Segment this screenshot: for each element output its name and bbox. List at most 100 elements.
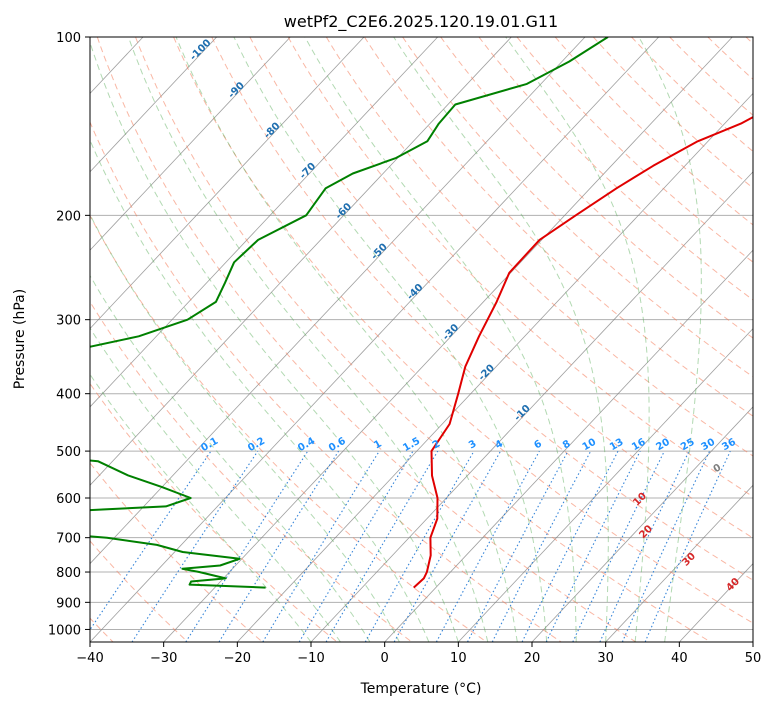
y-tick-label: 900: [56, 596, 81, 611]
dry-adiabat: [745, 37, 753, 45]
isotherm-line: [384, 249, 753, 642]
isotherm-label: -30: [441, 322, 462, 343]
moist-adiabat: [90, 40, 459, 642]
dry-adiabat: [173, 37, 753, 624]
mixing-ratio-line: [325, 450, 439, 642]
y-tick-label: 500: [56, 445, 81, 460]
isotherm-line: [679, 563, 753, 642]
mixing-ratio-line: [262, 450, 380, 642]
moist-adiabat-label: 0: [712, 462, 724, 475]
dry-adiabat: [211, 37, 753, 581]
plot-frame: [89, 36, 754, 643]
isotherm-line: [90, 37, 586, 565]
x-tick-label: −30: [150, 651, 177, 666]
dry-adiabat: [669, 37, 753, 116]
moist-adiabat: [90, 138, 430, 642]
dry-adiabat: [554, 37, 753, 226]
y-tick-label: 800: [56, 566, 81, 581]
dry-adiabat: [90, 382, 338, 642]
background-lines: [0, 37, 753, 642]
isotherm-line: [458, 327, 753, 642]
mixing-ratio-line: [90, 450, 212, 631]
dry-adiabat: [90, 120, 562, 642]
mixing-ratio-line: [467, 450, 569, 642]
mixing-ratio-line: [218, 450, 340, 642]
mixing-ratio-line: [545, 450, 641, 642]
isotherm-line: [90, 37, 291, 251]
y-axis-label: Pressure (hPa): [12, 289, 28, 389]
y-tick-label: 1000: [48, 623, 81, 638]
dewpoint-line: [90, 37, 609, 589]
x-tick-label: 20: [524, 651, 541, 666]
moist-adiabat: [90, 373, 312, 642]
dry-adiabat: [249, 37, 753, 539]
dry-adiabat: [592, 37, 753, 189]
moist-adiabat: [175, 37, 518, 642]
moist-adiabat: [90, 274, 371, 642]
mixing-ratio-line: [185, 450, 309, 642]
mixing-ratio-line: [491, 450, 592, 642]
moist-adiabat: [638, 37, 702, 642]
dry-adiabat: [90, 214, 487, 642]
dry-adiabat-label: 20: [637, 523, 655, 541]
isotherm-label: -80: [262, 121, 283, 142]
mixing-ratio-line: [364, 450, 475, 642]
dry-adiabat: [90, 462, 263, 642]
isotherm-label: -50: [369, 242, 390, 263]
mixing-ratio-line: [435, 450, 540, 642]
dry-adiabat: [90, 300, 413, 642]
x-axis-label: Temperature (°C): [360, 681, 482, 697]
isotherm-line: [310, 171, 753, 642]
dry-adiabat: [135, 37, 711, 642]
isotherm-line: [0, 37, 69, 642]
x-tick-label: 30: [597, 651, 614, 666]
mixing-ratio-label: 6: [532, 438, 544, 451]
moist-adiabat: [233, 37, 548, 642]
isotherm-label: -40: [405, 282, 426, 303]
isotherm-line: [90, 37, 659, 642]
isotherm-line: [90, 37, 217, 173]
mixing-ratio-line: [521, 450, 619, 642]
x-tick-label: −20: [224, 651, 251, 666]
dry-adiabat: [478, 37, 753, 301]
isotherm-line: [605, 484, 753, 642]
moist-adiabat: [90, 213, 400, 642]
mixing-ratio-line: [621, 450, 711, 642]
y-tick-label: 100: [56, 31, 81, 46]
mixing-ratio-line: [131, 450, 259, 642]
x-tick-label: 10: [450, 651, 467, 666]
mixing-ratio-line: [599, 450, 690, 642]
mixing-ratio-label: 3: [467, 438, 479, 451]
mixing-ratio-label: 8: [561, 438, 573, 451]
y-tick-label: 200: [56, 209, 81, 224]
axis-ticks: −40 −30 −20 −10 0 10 20 30 40 5010020030040050060…: [48, 31, 761, 666]
y-tick-label: 400: [56, 388, 81, 403]
isotherm-label: -20: [477, 363, 498, 384]
x-tick-label: 0: [381, 651, 389, 666]
isotherm-line: [237, 92, 753, 642]
dry-adiabat-label: 10: [631, 491, 649, 509]
x-tick-label: 40: [671, 651, 688, 666]
x-tick-label: 50: [745, 651, 762, 666]
dry-adiabat: [631, 37, 753, 153]
isotherm-line: [90, 37, 512, 486]
x-tick-label: −40: [76, 651, 103, 666]
mixing-ratio-label: 4: [494, 438, 506, 451]
dry-adiabat: [440, 37, 753, 339]
dry-adiabat: [325, 37, 753, 457]
y-tick-label: 300: [56, 314, 81, 329]
isotherm-label: -90: [226, 80, 247, 101]
mixing-ratio-line: [572, 450, 665, 642]
isotherm-label: -70: [298, 161, 319, 182]
y-tick-label: 600: [56, 492, 81, 507]
line-labels: 0.1 0.2 0.4 0.6 1 1.5 2 3 4 6 8 10 13 16 20 25 30 36-100-…: [188, 37, 742, 593]
mixing-ratio-label: 2: [431, 438, 443, 451]
x-tick-label: −10: [297, 651, 324, 666]
isotherm-label: -10: [512, 403, 533, 424]
moist-adiabat: [505, 37, 650, 642]
temperature-line: [413, 115, 753, 589]
isotherm-line: [163, 37, 733, 642]
moist-adiabat: [127, 37, 489, 642]
dry-adiabat: [707, 37, 753, 80]
